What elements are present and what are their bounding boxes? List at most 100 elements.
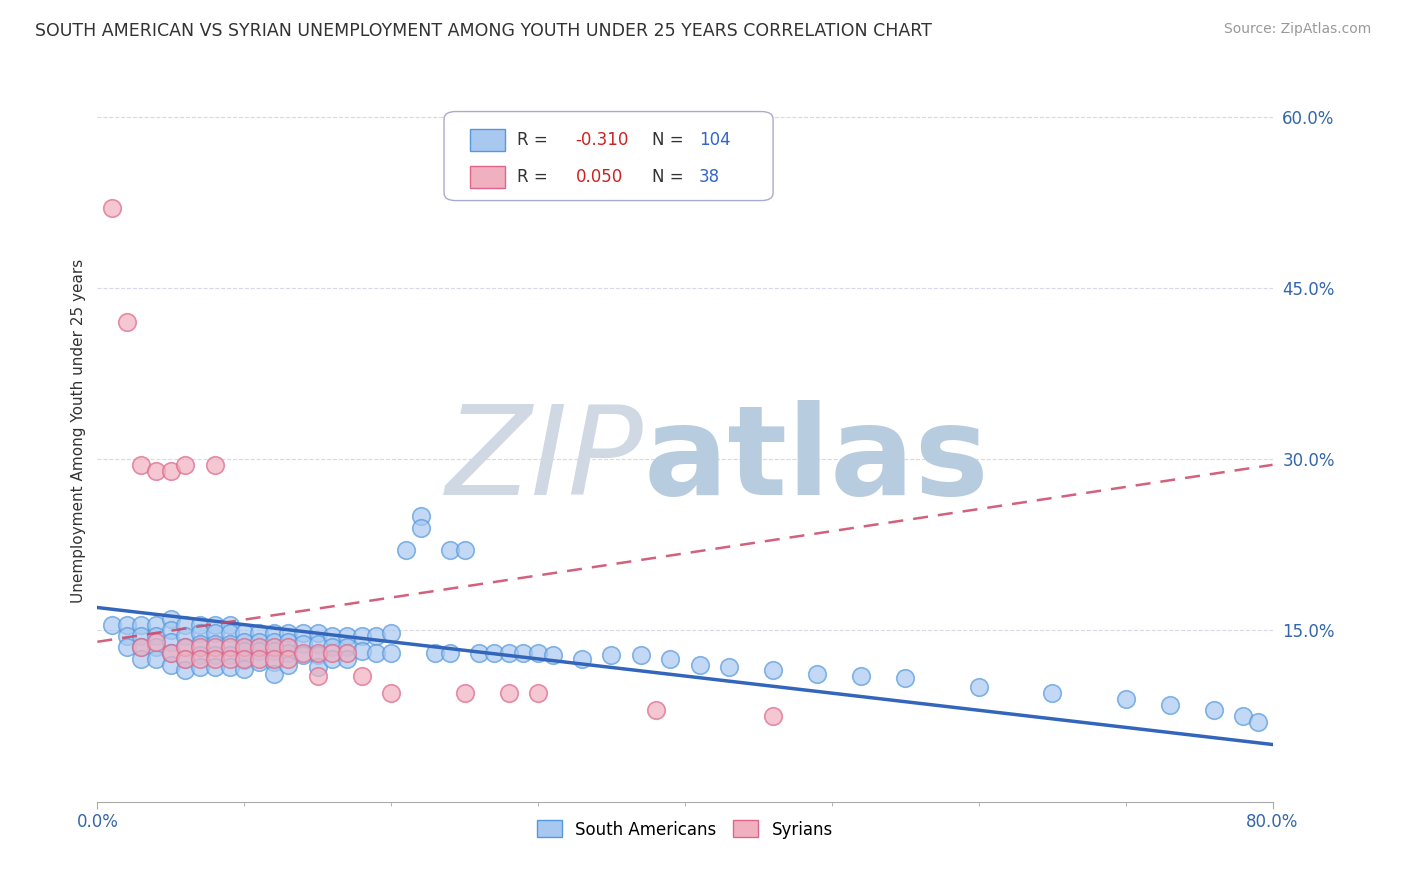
Point: [174, 629, 197, 643]
Point: [380, 625, 402, 640]
Point: [307, 637, 329, 651]
Text: R =: R =: [517, 131, 553, 149]
Point: [159, 612, 181, 626]
Point: [762, 663, 785, 677]
Point: [689, 657, 711, 672]
Point: [263, 652, 285, 666]
Point: [1232, 709, 1254, 723]
Point: [263, 656, 285, 670]
Text: N =: N =: [652, 168, 689, 186]
Point: [159, 464, 181, 478]
Text: atlas: atlas: [644, 400, 990, 521]
Point: [247, 634, 270, 648]
Point: [188, 617, 211, 632]
Point: [967, 681, 990, 695]
Point: [131, 458, 153, 472]
Point: [247, 656, 270, 670]
Point: [380, 646, 402, 660]
Point: [263, 644, 285, 658]
Point: [131, 629, 153, 643]
Point: [145, 464, 167, 478]
Point: [277, 634, 299, 648]
Point: [218, 640, 240, 655]
Point: [145, 629, 167, 643]
Point: [188, 637, 211, 651]
Point: [366, 646, 388, 660]
Point: [659, 652, 682, 666]
Point: [204, 648, 226, 663]
Point: [174, 640, 197, 655]
Point: [159, 646, 181, 660]
Text: Source: ZipAtlas.com: Source: ZipAtlas.com: [1223, 22, 1371, 37]
Point: [600, 648, 623, 663]
Point: [188, 660, 211, 674]
Point: [204, 660, 226, 674]
Text: R =: R =: [517, 168, 553, 186]
Point: [204, 640, 226, 655]
Point: [336, 646, 359, 660]
Point: [806, 666, 828, 681]
Point: [307, 646, 329, 660]
Point: [233, 653, 256, 667]
Point: [204, 625, 226, 640]
Bar: [470, 128, 505, 151]
Point: [131, 617, 153, 632]
Point: [218, 652, 240, 666]
Text: ZIP: ZIP: [446, 400, 644, 521]
Point: [409, 509, 432, 524]
Point: [1159, 698, 1181, 712]
Point: [247, 625, 270, 640]
Point: [131, 652, 153, 666]
Point: [321, 629, 343, 643]
Point: [204, 637, 226, 651]
Point: [233, 644, 256, 658]
Point: [307, 669, 329, 683]
Point: [321, 640, 343, 655]
Point: [263, 625, 285, 640]
Point: [527, 686, 550, 700]
Point: [188, 648, 211, 663]
Point: [233, 662, 256, 676]
Point: [321, 652, 343, 666]
Point: [292, 648, 315, 663]
Point: [188, 652, 211, 666]
Bar: [470, 166, 505, 188]
Text: 0.050: 0.050: [575, 168, 623, 186]
Point: [277, 646, 299, 660]
Text: N =: N =: [652, 131, 689, 149]
Point: [395, 543, 418, 558]
Point: [277, 652, 299, 666]
Point: [115, 640, 138, 655]
Point: [218, 637, 240, 651]
Point: [321, 646, 343, 660]
Point: [894, 671, 917, 685]
Point: [762, 709, 785, 723]
Point: [350, 669, 373, 683]
Point: [233, 640, 256, 655]
Point: [277, 640, 299, 655]
Point: [145, 617, 167, 632]
Point: [115, 617, 138, 632]
Point: [277, 625, 299, 640]
Point: [527, 646, 550, 660]
Point: [145, 652, 167, 666]
Point: [159, 657, 181, 672]
Point: [101, 201, 124, 215]
Point: [336, 652, 359, 666]
Point: [204, 652, 226, 666]
Legend: South Americans, Syrians: South Americans, Syrians: [530, 814, 839, 846]
Point: [233, 634, 256, 648]
Point: [350, 629, 373, 643]
Point: [218, 617, 240, 632]
Point: [468, 646, 491, 660]
Point: [263, 634, 285, 648]
Point: [644, 703, 666, 717]
Point: [145, 640, 167, 655]
Point: [218, 660, 240, 674]
Point: [380, 686, 402, 700]
Point: [439, 543, 461, 558]
Point: [1202, 703, 1225, 717]
Point: [218, 648, 240, 663]
Point: [292, 625, 315, 640]
Point: [541, 648, 564, 663]
